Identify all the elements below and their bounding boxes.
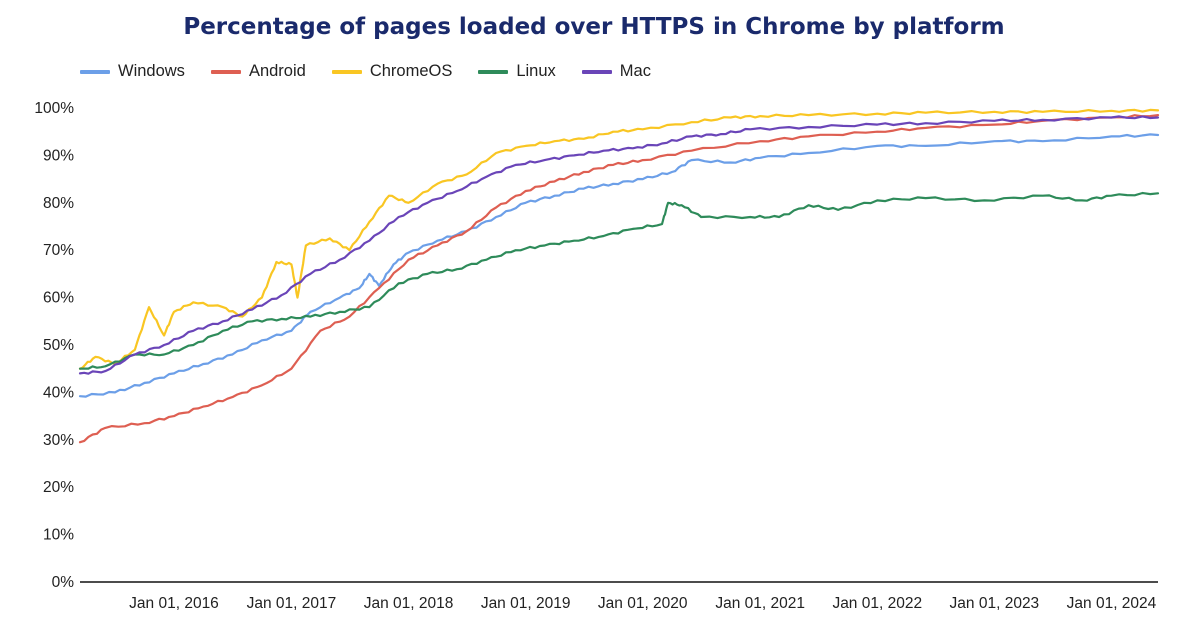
x-tick-label: Jan 01, 2022: [832, 595, 922, 612]
x-tick-label: Jan 01, 2018: [364, 595, 454, 612]
x-tick-label: Jan 01, 2020: [598, 595, 688, 612]
y-tick-label: 70%: [43, 242, 74, 259]
legend-label: ChromeOS: [369, 62, 453, 80]
y-tick-label: 20%: [43, 479, 74, 496]
legend-label: Windows: [118, 62, 185, 80]
legend-item-windows: Windows: [80, 62, 185, 81]
legend-label: Android: [248, 62, 306, 80]
x-tick-label: Jan 01, 2024: [1067, 595, 1157, 612]
legend-swatch: [80, 69, 110, 74]
y-tick-label: 10%: [43, 527, 74, 544]
legend-item-chromeos: ChromeOS: [331, 62, 453, 81]
legend: Windows Android ChromeOS Linux Mac: [80, 62, 677, 81]
legend-swatch: [581, 69, 612, 74]
series-line-windows: [78, 133, 1160, 398]
legend-label: Linux: [516, 62, 556, 80]
y-tick-label: 30%: [43, 432, 74, 449]
legend-item-linux: Linux: [478, 62, 556, 81]
y-tick-label: 0%: [52, 574, 75, 591]
y-tick-label: 40%: [43, 384, 74, 401]
legend-swatch: [478, 69, 509, 74]
legend-item-mac: Mac: [581, 62, 651, 81]
x-tick-label: Jan 01, 2021: [715, 595, 805, 612]
series-line-android: [78, 114, 1160, 444]
legend-item-android: Android: [210, 62, 306, 81]
chart-title: Percentage of pages loaded over HTTPS in…: [183, 14, 1005, 40]
series-line-mac: [78, 115, 1160, 375]
x-tick-label: Jan 01, 2023: [950, 595, 1040, 612]
legend-swatch: [331, 69, 362, 74]
x-tick-label: Jan 01, 2016: [129, 595, 219, 612]
legend-label: Mac: [619, 62, 651, 80]
y-tick-label: 100%: [34, 100, 74, 117]
y-tick-label: 50%: [43, 337, 74, 354]
legend-swatch: [210, 69, 241, 74]
y-tick-label: 90%: [43, 147, 74, 164]
x-tick-label: Jan 01, 2019: [481, 595, 571, 612]
y-tick-label: 80%: [43, 195, 74, 212]
x-tick-label: Jan 01, 2017: [247, 595, 337, 612]
series-line-chromeos: [78, 108, 1160, 370]
y-tick-label: 60%: [43, 290, 74, 307]
series-line-linux: [78, 191, 1160, 370]
